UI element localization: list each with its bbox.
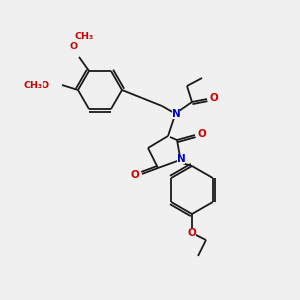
Text: O: O: [188, 228, 196, 238]
Text: O: O: [130, 170, 140, 180]
Text: O: O: [41, 80, 49, 89]
Text: CH₃: CH₃: [74, 32, 94, 41]
Text: O: O: [70, 42, 78, 51]
Text: O: O: [210, 93, 218, 103]
Text: N: N: [172, 109, 180, 119]
Text: CH₃: CH₃: [23, 80, 43, 89]
Text: N: N: [177, 154, 185, 164]
Text: O: O: [198, 129, 206, 139]
